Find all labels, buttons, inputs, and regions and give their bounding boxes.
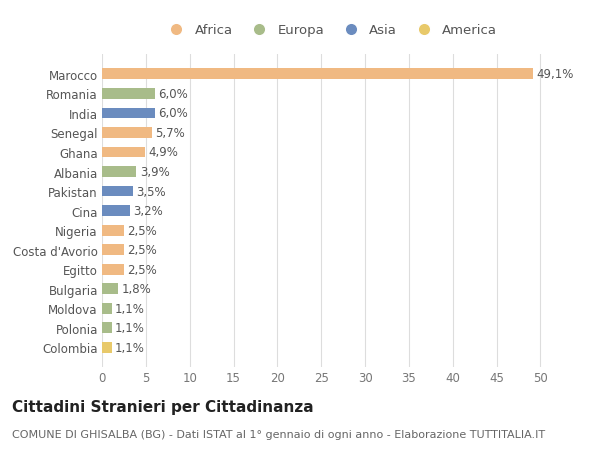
Bar xyxy=(102,264,124,275)
Text: 2,5%: 2,5% xyxy=(127,244,157,257)
Bar xyxy=(102,186,133,197)
Text: 5,7%: 5,7% xyxy=(155,127,185,140)
Legend: Africa, Europa, Asia, America: Africa, Europa, Asia, America xyxy=(163,24,497,37)
Bar xyxy=(102,167,136,178)
Bar xyxy=(102,147,145,158)
Bar xyxy=(102,225,124,236)
Bar xyxy=(102,303,112,314)
Bar xyxy=(102,108,155,119)
Text: 6,0%: 6,0% xyxy=(158,88,188,101)
Bar xyxy=(102,206,130,217)
Text: 3,2%: 3,2% xyxy=(134,205,163,218)
Bar xyxy=(102,284,118,295)
Text: 6,0%: 6,0% xyxy=(158,107,188,120)
Text: 1,1%: 1,1% xyxy=(115,322,145,335)
Text: 4,9%: 4,9% xyxy=(148,146,178,159)
Text: 1,1%: 1,1% xyxy=(115,302,145,315)
Text: 1,8%: 1,8% xyxy=(121,283,151,296)
Text: 49,1%: 49,1% xyxy=(536,68,574,81)
Bar xyxy=(102,89,155,100)
Bar xyxy=(102,323,112,334)
Text: 1,1%: 1,1% xyxy=(115,341,145,354)
Text: 2,5%: 2,5% xyxy=(127,263,157,276)
Text: COMUNE DI GHISALBA (BG) - Dati ISTAT al 1° gennaio di ogni anno - Elaborazione T: COMUNE DI GHISALBA (BG) - Dati ISTAT al … xyxy=(12,429,545,439)
Bar xyxy=(102,128,152,139)
Bar xyxy=(102,245,124,256)
Bar xyxy=(102,69,533,80)
Text: 3,5%: 3,5% xyxy=(136,185,166,198)
Text: 2,5%: 2,5% xyxy=(127,224,157,237)
Bar xyxy=(102,342,112,353)
Text: Cittadini Stranieri per Cittadinanza: Cittadini Stranieri per Cittadinanza xyxy=(12,399,314,414)
Text: 3,9%: 3,9% xyxy=(140,166,169,179)
